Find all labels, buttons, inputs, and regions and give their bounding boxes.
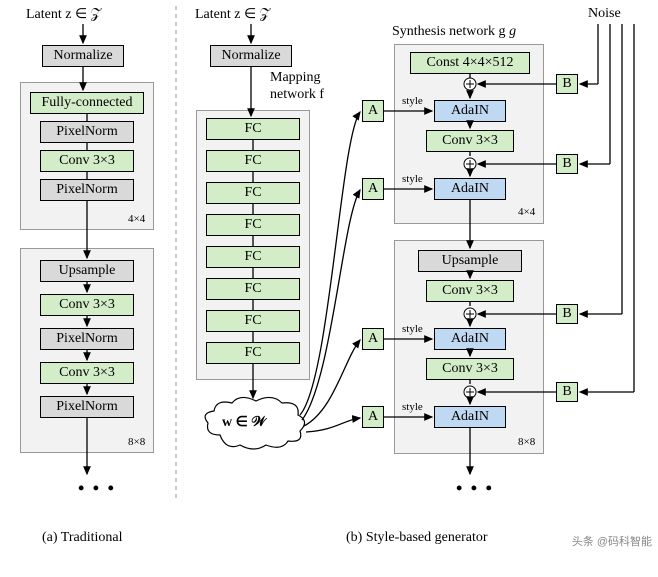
size-8x8-b: 8×8 (518, 436, 535, 448)
conv-b2: Conv 3×3 (426, 280, 514, 302)
upsample-a: Upsample (40, 260, 134, 282)
caption-b: (b) Style-based generator (346, 530, 488, 546)
fc-5: FC (206, 278, 300, 300)
b-box-4: B (556, 382, 578, 402)
fc-7: FC (206, 342, 300, 364)
size-8x8-a: 8×8 (128, 436, 145, 448)
b-box-1: B (556, 74, 578, 94)
synthesis-label: Synthesis network g g (392, 24, 516, 40)
conv-a3: Conv 3×3 (40, 362, 134, 384)
size-4x4-b: 4×4 (518, 206, 535, 218)
adain-2: AdaIN (434, 178, 506, 200)
normalize-a: Normalize (42, 45, 124, 67)
pixelnorm-a1: PixelNorm (40, 121, 134, 143)
fc-1: FC (206, 150, 300, 172)
latent-label-a: Latent z ∈ 𝒵 (26, 6, 101, 23)
upsample-b: Upsample (418, 250, 522, 272)
pixelnorm-a4: PixelNorm (40, 396, 134, 418)
b-box-3: B (556, 304, 578, 324)
latent-label-b: Latent z ∈ 𝒵 (195, 6, 270, 23)
noise-label: Noise (588, 6, 621, 22)
watermark: 头条 @码科智能 (572, 533, 652, 549)
dots-a: • • • (78, 478, 116, 499)
a-box-2: A (362, 178, 384, 200)
adain-3: AdaIN (434, 328, 506, 350)
fc-3: FC (206, 214, 300, 236)
pixelnorm-a2: PixelNorm (40, 179, 134, 201)
style-label-1: style (402, 95, 423, 107)
mapping-label: Mapping network f (270, 70, 324, 104)
conv-b1: Conv 3×3 (426, 130, 514, 152)
conv-a2: Conv 3×3 (40, 294, 134, 316)
style-label-3: style (402, 323, 423, 335)
a-box-1: A (362, 100, 384, 122)
style-label-2: style (402, 173, 423, 185)
conv-a1: Conv 3×3 (40, 150, 134, 172)
b-box-2: B (556, 154, 578, 174)
conv-b3: Conv 3×3 (426, 358, 514, 380)
fc-2: FC (206, 182, 300, 204)
adain-4: AdaIN (434, 406, 506, 428)
a-box-4: A (362, 406, 384, 428)
adain-1: AdaIN (434, 100, 506, 122)
const-box: Const 4×4×512 (410, 52, 530, 74)
size-4x4-a: 4×4 (128, 213, 145, 225)
w-label: w ∈ 𝒲 (222, 414, 266, 431)
pixelnorm-a3: PixelNorm (40, 328, 134, 350)
fc-6: FC (206, 310, 300, 332)
fc-a: Fully-connected (30, 92, 144, 114)
fc-4: FC (206, 246, 300, 268)
style-label-4: style (402, 401, 423, 413)
normalize-b: Normalize (210, 45, 292, 67)
a-box-3: A (362, 328, 384, 350)
dots-b: • • • (456, 478, 494, 499)
caption-a: (a) Traditional (42, 530, 123, 546)
fc-0: FC (206, 118, 300, 140)
